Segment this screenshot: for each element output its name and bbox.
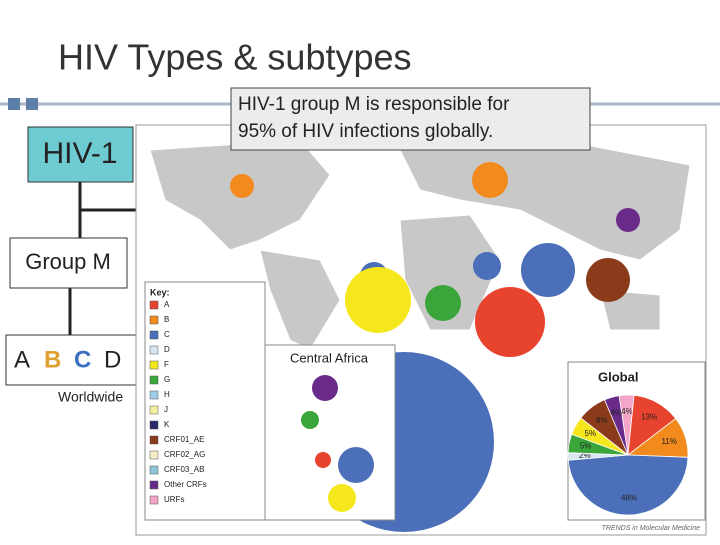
callout-line: HIV-1 group M is responsible for <box>238 94 510 115</box>
map-pie <box>345 267 411 333</box>
map-pie <box>616 208 640 232</box>
key-swatch <box>149 405 159 415</box>
pie-label: 8% <box>596 416 608 425</box>
inset-pie <box>301 411 319 429</box>
pie-label: 13% <box>641 412 657 421</box>
key-swatch <box>149 345 159 355</box>
key-swatch <box>149 390 159 400</box>
map-pie <box>230 174 254 198</box>
continents <box>149 139 691 351</box>
key-swatch <box>149 465 159 475</box>
pie-label: 2% <box>579 451 591 460</box>
key-swatch <box>149 480 159 490</box>
callout-line: 95% of HIV infections globally. <box>238 121 493 142</box>
key-swatch <box>149 360 159 370</box>
key-swatch <box>149 435 159 445</box>
key-swatch <box>149 450 159 460</box>
subtype: D <box>104 346 121 373</box>
key-label: K <box>164 420 170 429</box>
global-pie: 4%13%11%48%2%5%5%8%4% <box>567 394 689 516</box>
tree-lines <box>68 182 150 335</box>
root-label: HIV-1 <box>42 137 117 170</box>
key-swatch <box>149 300 159 310</box>
pie-slice <box>567 454 689 516</box>
rule-square <box>26 98 38 110</box>
subtype: C <box>74 346 91 373</box>
subtype: A <box>14 346 30 373</box>
pie-label: 11% <box>661 437 676 446</box>
subtype-box <box>5 334 141 386</box>
group-label: Group M <box>25 249 111 274</box>
credit: TRENDS in Molecular Medicine <box>602 525 701 532</box>
map-pie <box>472 162 508 198</box>
key-swatch <box>149 495 159 505</box>
key-label: A <box>164 300 170 309</box>
key-swatch <box>149 315 159 325</box>
key-swatch <box>149 330 159 340</box>
key-label: B <box>164 315 169 324</box>
key-label: H <box>164 390 170 399</box>
key-label: Other CRFs <box>164 480 207 489</box>
key-label: J <box>164 405 168 414</box>
map-pie <box>473 252 501 280</box>
key-swatch <box>149 375 159 385</box>
map-pie <box>521 243 575 297</box>
key-label: CRF01_AE <box>164 435 204 444</box>
inset-pie <box>328 484 356 512</box>
callout-box <box>230 87 591 151</box>
subtype: B <box>44 346 61 373</box>
key-label: URFs <box>164 495 184 504</box>
key-box <box>144 281 266 521</box>
map-pie <box>425 285 461 321</box>
global-title: Global <box>598 369 638 384</box>
pie-label: 48% <box>621 493 637 502</box>
pie-label: 4% <box>610 409 622 418</box>
rule-square <box>8 98 20 110</box>
key-label: D <box>164 345 170 354</box>
inset-pie <box>315 452 331 468</box>
pie-label: 5% <box>580 442 592 451</box>
key-label: C <box>164 330 170 339</box>
inset-pie <box>338 447 374 483</box>
inset-pie <box>312 375 338 401</box>
key-label: G <box>164 375 170 384</box>
key-label: F <box>164 360 169 369</box>
inset-label: Central Africa <box>290 350 369 365</box>
pie-slice <box>604 395 629 456</box>
root-box <box>27 126 134 183</box>
map-pie <box>586 258 630 302</box>
key-swatch <box>149 420 159 430</box>
map-pie <box>475 287 545 357</box>
key-label: CRF02_AG <box>164 450 205 459</box>
pie-label: 5% <box>585 429 597 438</box>
pie-label: 4% <box>621 407 633 416</box>
group-box <box>9 237 128 289</box>
note: Worldwide <box>58 389 123 405</box>
key-label: CRF03_AB <box>164 465 204 474</box>
slide-title: HIV Types & subtypes <box>58 37 412 78</box>
key-title: Key: <box>150 287 170 297</box>
